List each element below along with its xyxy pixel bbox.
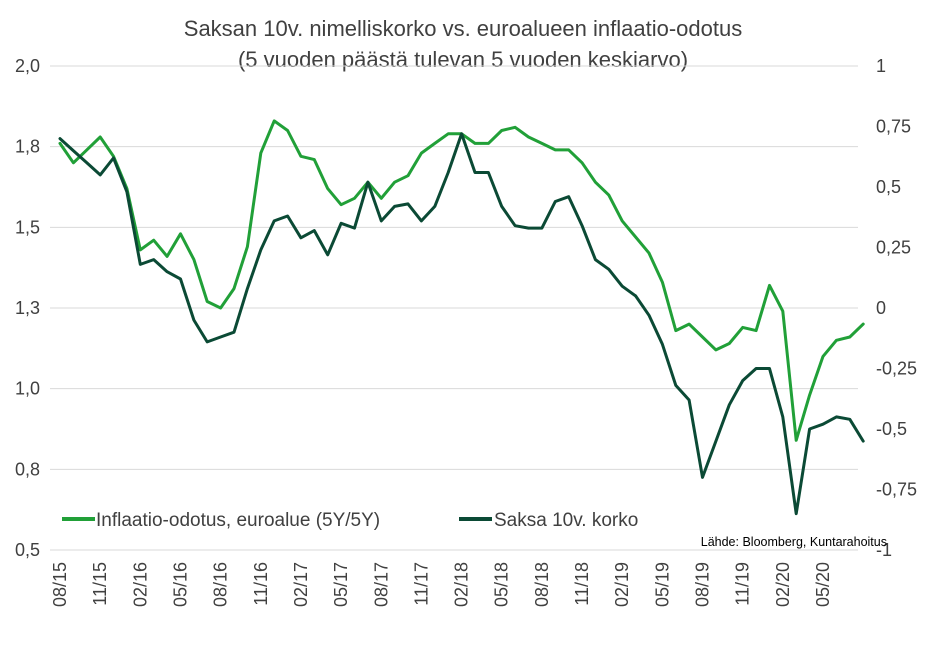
x-tick-label: 02/19 <box>612 562 632 607</box>
x-tick-label: 05/20 <box>813 562 833 607</box>
right-y-tick-label: 0,75 <box>876 117 911 137</box>
right-y-tick-label: -0,5 <box>876 419 907 439</box>
x-axis: 08/15 11/15 02/16 05/16 08/16 11/16 02/17 05/17… <box>50 549 858 607</box>
left-y-axis: 2,0 1,8 1,5 1,3 1,0 0,8 0,5 <box>15 56 40 560</box>
x-tick-label: 05/18 <box>492 562 512 607</box>
x-tick-label: 02/17 <box>291 562 311 607</box>
x-tick-label: 08/18 <box>532 562 552 607</box>
x-tick-label: 08/15 <box>50 562 70 607</box>
x-tick-label: 02/16 <box>130 562 150 607</box>
right-y-axis: 1 0,75 0,5 0,25 0 -0,25 -0,5 -0,75 -1 <box>876 56 917 560</box>
x-tick-label: 11/16 <box>251 562 271 606</box>
x-tick-label: 05/19 <box>652 562 672 607</box>
left-y-tick-label: 1,8 <box>15 137 40 157</box>
chart-title: Saksan 10v. nimelliskorko vs. euroalueen… <box>184 16 742 41</box>
right-y-tick-label: -1 <box>876 540 892 560</box>
x-tick-label: 08/16 <box>211 562 231 607</box>
series-line-german-10y-yield <box>58 132 865 516</box>
x-tick-label: 08/19 <box>693 562 713 607</box>
series-lines <box>58 119 865 516</box>
x-tick-label: 08/17 <box>371 562 391 607</box>
x-tick-label: 05/17 <box>331 562 351 607</box>
x-tick-label: 02/20 <box>773 562 793 607</box>
left-y-tick-label: 1,5 <box>15 217 40 237</box>
source-note: Lähde: Bloomberg, Kuntarahoitus <box>701 535 887 549</box>
right-y-tick-label: -0,75 <box>876 480 917 500</box>
right-y-tick-label: 0 <box>876 298 886 318</box>
x-tick-label: 11/18 <box>572 562 592 606</box>
right-y-tick-label: 0,25 <box>876 238 911 258</box>
left-y-tick-label: 2,0 <box>15 56 40 76</box>
chart-subtitle: (5 vuoden päästä tulevan 5 vuoden keskia… <box>238 47 688 72</box>
left-y-tick-label: 0,8 <box>15 459 40 479</box>
right-y-tick-label: 0,5 <box>876 177 901 197</box>
gridlines <box>50 65 858 470</box>
right-y-tick-label: 1 <box>876 56 886 76</box>
x-tick-label: 11/19 <box>733 562 753 606</box>
x-tick-label: 11/17 <box>411 562 431 606</box>
x-tick-label: 11/15 <box>90 562 110 606</box>
x-tick-label: 02/18 <box>452 562 472 607</box>
right-y-tick-label: -0,25 <box>876 359 917 379</box>
x-tick-label: 05/16 <box>170 562 190 607</box>
left-y-tick-label: 1,3 <box>15 298 40 318</box>
legend-label-inflation: Inflaatio-odotus, euroalue (5Y/5Y) <box>96 510 380 531</box>
legend: Inflaatio-odotus, euroalue (5Y/5Y) Saksa… <box>62 510 638 531</box>
left-y-tick-label: 0,5 <box>15 540 40 560</box>
legend-label-yield: Saksa 10v. korko <box>494 510 638 531</box>
left-y-tick-label: 1,0 <box>15 379 40 399</box>
